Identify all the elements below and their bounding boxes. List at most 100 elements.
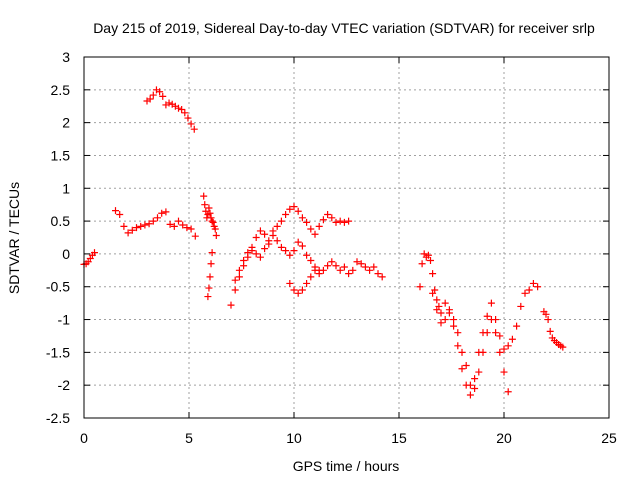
data-point	[294, 238, 302, 246]
y-tick-label: 0.5	[51, 213, 71, 229]
y-tick-label: 1	[62, 180, 70, 196]
data-point	[517, 302, 525, 310]
data-point	[429, 289, 437, 297]
data-point	[328, 258, 336, 266]
data-point	[231, 276, 239, 284]
data-point	[141, 221, 149, 229]
data-point	[357, 260, 365, 268]
data-point	[544, 316, 552, 324]
x-axis-label: GPS time / hours	[293, 458, 400, 474]
data-point	[273, 237, 281, 245]
data-point	[128, 226, 136, 234]
data-point	[521, 289, 529, 297]
data-point	[261, 245, 269, 253]
data-point	[336, 266, 344, 274]
data-point	[454, 329, 462, 337]
data-point	[187, 120, 195, 128]
data-point	[462, 361, 470, 369]
data-point	[311, 230, 319, 238]
data-point	[529, 279, 537, 287]
y-tick-label: -2	[58, 377, 71, 393]
y-tick-label: -2.5	[46, 410, 70, 426]
data-point	[496, 332, 504, 340]
data-point	[248, 247, 256, 255]
data-point	[252, 250, 260, 258]
data-point	[458, 348, 466, 356]
data-point	[256, 253, 264, 261]
data-point	[208, 249, 216, 257]
data-point	[145, 220, 153, 228]
data-point	[307, 273, 315, 281]
data-point	[205, 284, 213, 292]
data-point	[424, 251, 432, 259]
y-tick-label: 0	[62, 246, 70, 262]
data-point	[133, 224, 140, 232]
data-point	[191, 232, 199, 240]
data-point	[418, 260, 426, 268]
data-series-3	[143, 86, 198, 133]
data-point	[282, 211, 290, 219]
y-tick-label: 1.5	[51, 147, 71, 163]
data-point	[475, 368, 483, 376]
data-point	[345, 217, 353, 225]
data-point	[328, 214, 336, 222]
data-point	[120, 222, 128, 230]
data-points	[80, 86, 567, 399]
x-tick-label: 25	[601, 430, 617, 446]
data-point	[156, 88, 164, 96]
x-tick-label: 15	[391, 430, 407, 446]
data-point	[450, 322, 458, 330]
data-point	[206, 273, 214, 281]
data-point	[184, 114, 192, 122]
data-point	[319, 216, 327, 224]
data-point	[178, 106, 186, 114]
data-series-9	[416, 250, 542, 399]
data-point	[265, 240, 273, 248]
data-point	[273, 222, 281, 230]
data-point	[212, 232, 220, 240]
data-point	[158, 209, 166, 217]
data-point	[200, 192, 208, 200]
data-point	[207, 214, 215, 222]
data-point	[458, 365, 466, 373]
data-point	[445, 306, 453, 314]
data-point	[286, 279, 294, 287]
x-tick-label: 0	[80, 430, 88, 446]
grid-lines	[84, 57, 609, 418]
data-point	[332, 262, 340, 270]
data-point	[175, 217, 182, 225]
data-point	[340, 263, 348, 271]
data-point	[353, 258, 361, 266]
data-point	[116, 211, 124, 219]
data-point	[207, 260, 215, 268]
data-point	[290, 247, 298, 255]
data-series-11	[540, 308, 567, 351]
data-point	[450, 316, 458, 324]
data-point	[324, 262, 332, 270]
data-point	[315, 222, 323, 230]
x-tick-labels: 0 5 10 15 20 25	[80, 430, 617, 446]
data-point	[437, 319, 445, 327]
data-point	[471, 384, 479, 392]
data-series-1	[80, 249, 98, 268]
data-point	[427, 256, 434, 264]
data-point	[231, 286, 239, 294]
data-point	[154, 214, 161, 222]
data-series-2	[112, 207, 199, 240]
data-point	[433, 296, 441, 304]
x-tick-label: 5	[185, 430, 193, 446]
data-point	[124, 229, 132, 237]
data-point	[211, 225, 219, 233]
data-point	[166, 220, 174, 228]
data-point	[324, 211, 332, 219]
data-point	[492, 329, 500, 337]
data-point	[504, 388, 512, 396]
data-point	[162, 208, 170, 216]
x-tick-label: 20	[496, 430, 512, 446]
data-point	[175, 104, 182, 112]
data-point	[208, 217, 216, 225]
data-point	[201, 201, 209, 209]
data-point	[181, 109, 189, 117]
data-point	[290, 203, 298, 211]
